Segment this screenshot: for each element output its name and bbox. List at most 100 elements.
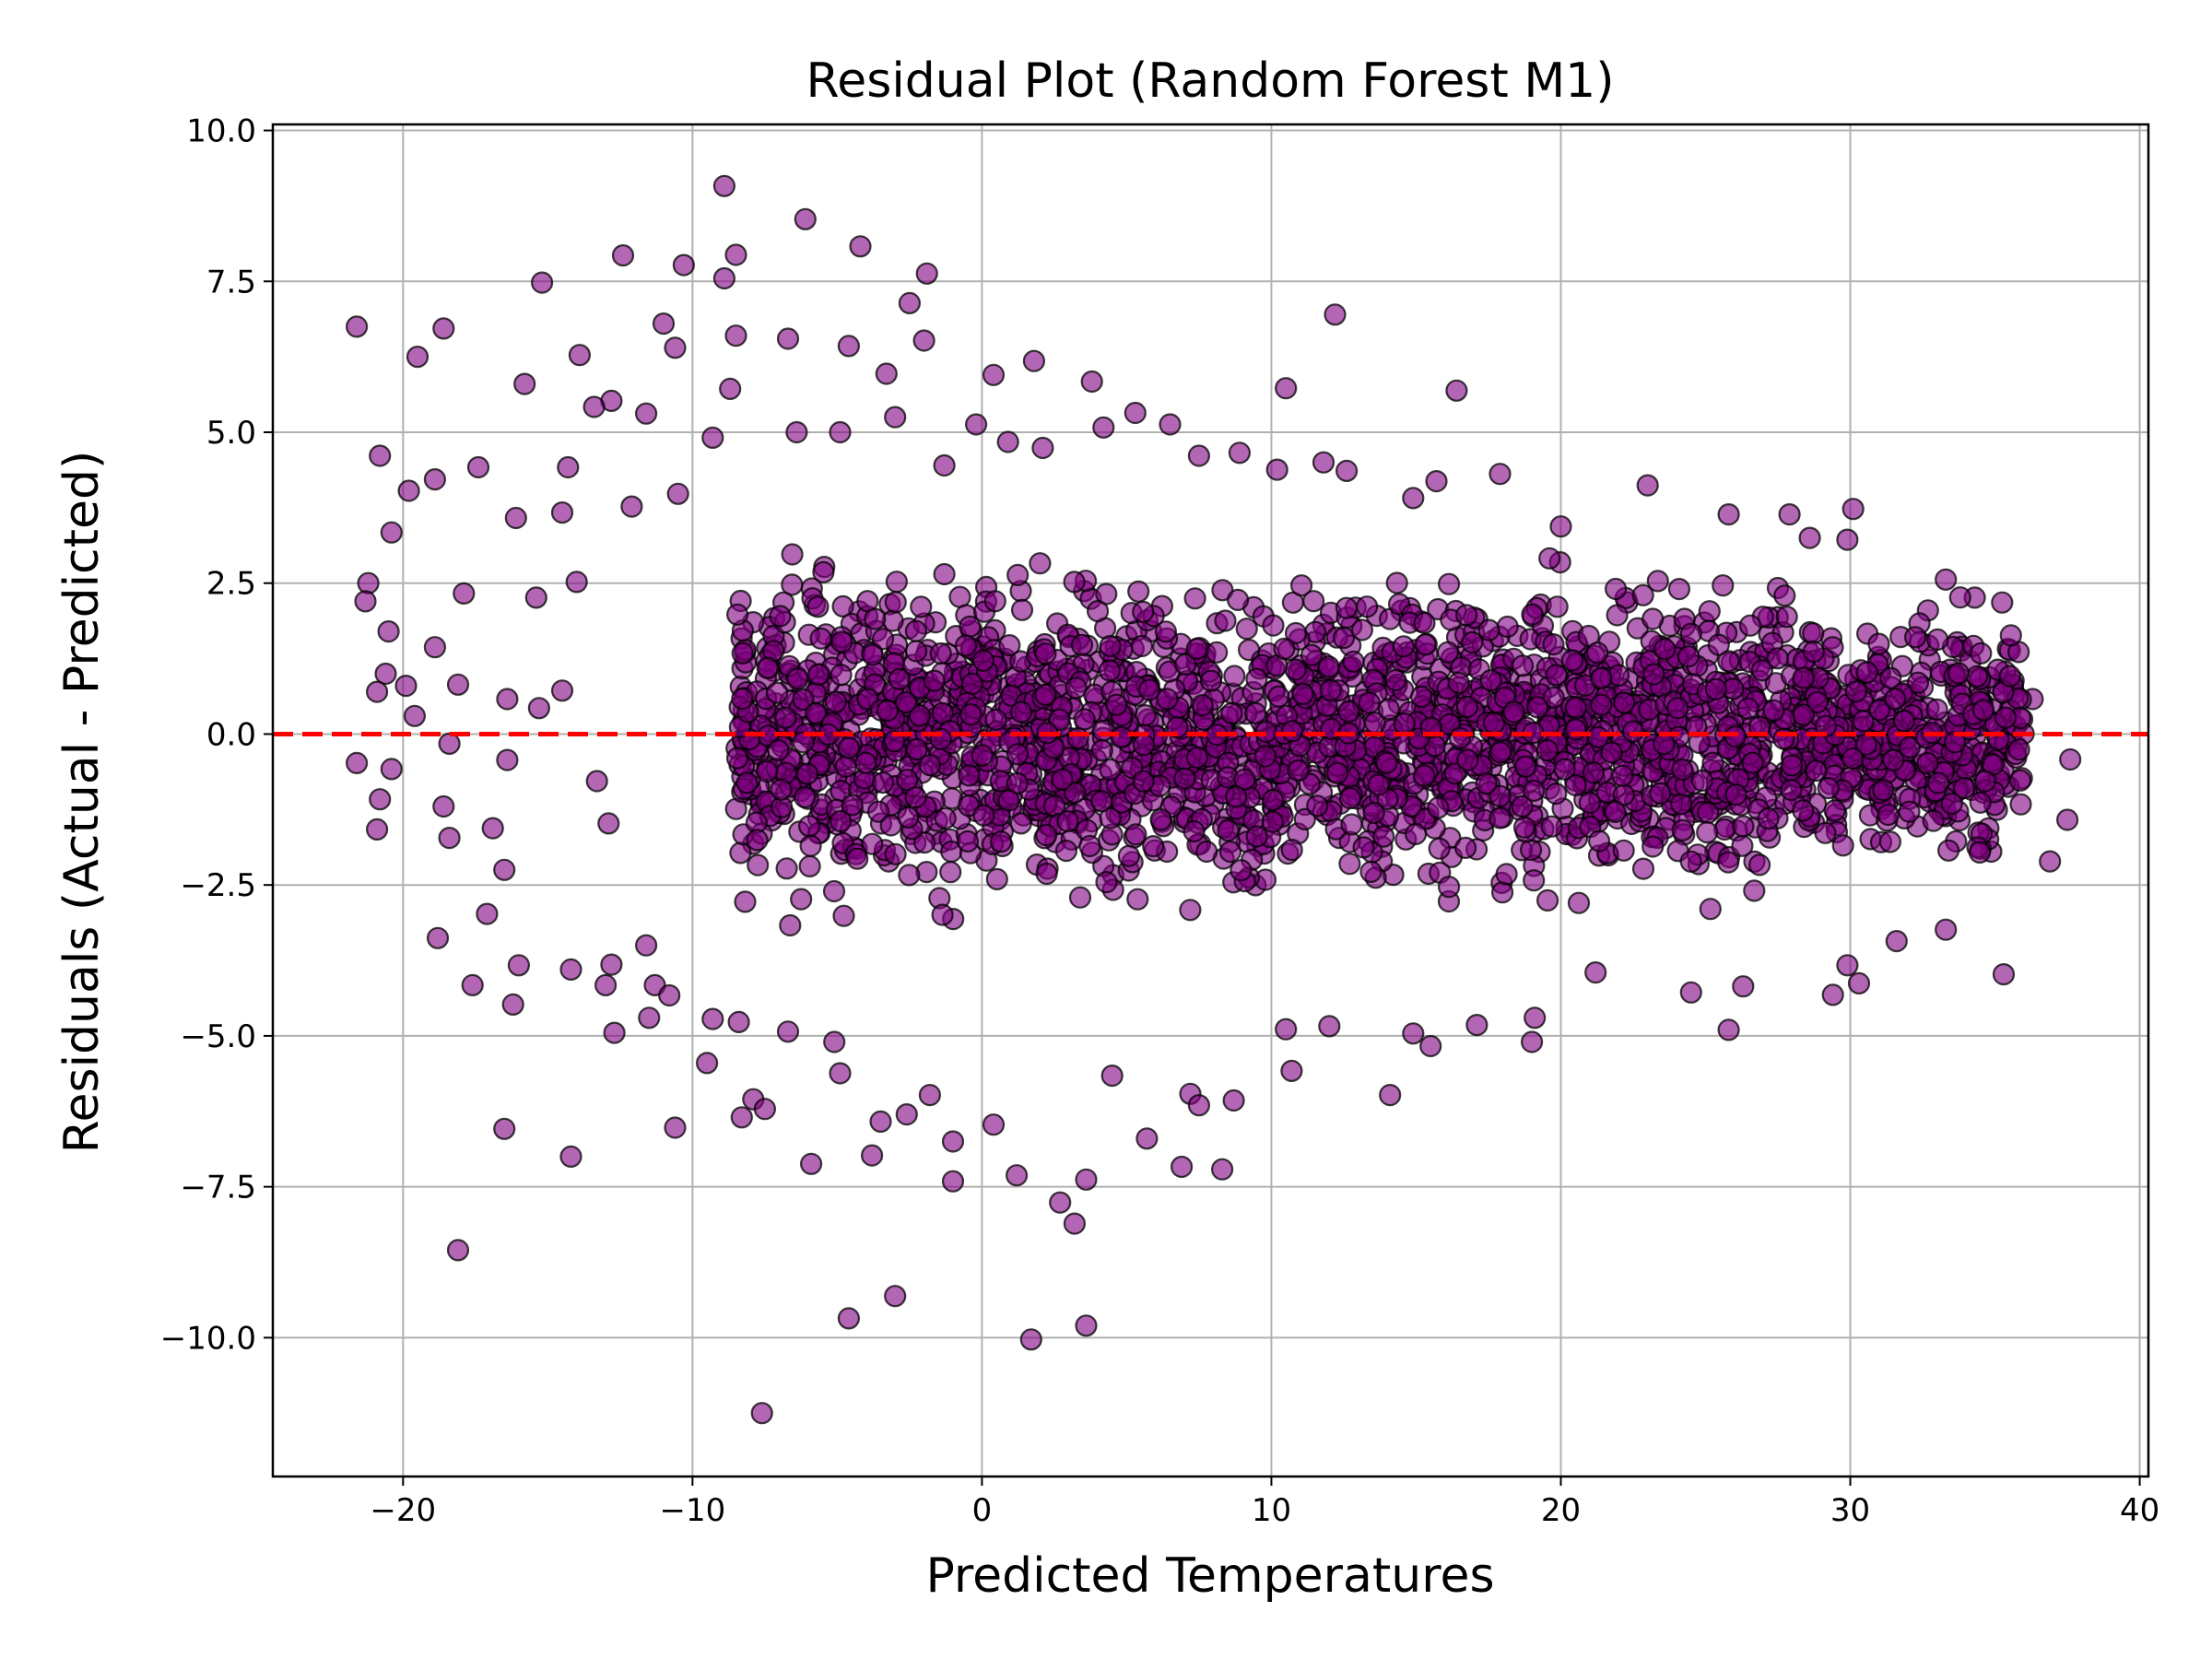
- data-point: [346, 751, 369, 775]
- data-point: [1253, 745, 1277, 768]
- data-point: [1335, 459, 1359, 482]
- data-point: [1384, 668, 1407, 692]
- data-point: [1898, 735, 1922, 759]
- data-point: [1425, 469, 1448, 493]
- data-point: [1732, 975, 1755, 998]
- data-point: [905, 737, 928, 761]
- data-point: [1214, 609, 1237, 632]
- data-point: [1935, 918, 1958, 941]
- data-point: [1855, 661, 1878, 684]
- data-point: [1878, 830, 1901, 853]
- data-point: [1455, 695, 1479, 719]
- data-point: [1477, 618, 1500, 641]
- data-point: [377, 619, 400, 643]
- data-point: [1448, 726, 1472, 750]
- data-point: [910, 595, 933, 618]
- data-point: [884, 1285, 907, 1308]
- data-point: [1666, 697, 1689, 720]
- data-point: [756, 656, 779, 679]
- data-point: [904, 640, 928, 663]
- data-point: [876, 699, 900, 723]
- data-point: [1404, 822, 1428, 846]
- data-point: [1319, 678, 1342, 702]
- data-point: [1966, 665, 1989, 688]
- data-point: [727, 1010, 750, 1034]
- data-point: [898, 291, 922, 314]
- data-point: [1649, 782, 1672, 805]
- data-point: [565, 571, 588, 594]
- data-point: [1898, 800, 1921, 823]
- data-point: [1275, 1018, 1298, 1041]
- data-point: [790, 888, 813, 911]
- data-point: [1359, 860, 1382, 884]
- data-point: [712, 266, 736, 290]
- data-point: [933, 562, 956, 586]
- data-point: [2056, 808, 2079, 831]
- data-point: [1653, 638, 1677, 661]
- x-tick-label: 20: [1541, 1492, 1581, 1529]
- data-point: [1521, 603, 1544, 626]
- data-point: [1823, 799, 1846, 822]
- data-point: [585, 770, 608, 793]
- data-point: [1099, 634, 1122, 658]
- data-point: [1549, 515, 1572, 538]
- data-point: [1110, 725, 1133, 748]
- data-point: [1669, 793, 1693, 816]
- data-point: [1587, 830, 1611, 853]
- data-point: [1836, 528, 1859, 551]
- data-point: [1427, 796, 1450, 819]
- data-point: [1667, 577, 1691, 601]
- data-point: [1792, 799, 1815, 822]
- data-point: [753, 1098, 777, 1121]
- data-point: [527, 697, 551, 720]
- data-point: [1488, 784, 1512, 807]
- data-point: [837, 1307, 861, 1330]
- data-point: [960, 672, 984, 696]
- data-point: [380, 521, 403, 544]
- data-point: [1063, 571, 1086, 594]
- data-point: [1590, 666, 1613, 690]
- data-point: [1775, 606, 1798, 629]
- data-point: [1342, 650, 1365, 673]
- data-point: [1991, 591, 2014, 614]
- data-point: [530, 271, 554, 294]
- data-point: [1117, 844, 1141, 867]
- data-point: [600, 953, 623, 976]
- data-point: [1054, 839, 1078, 863]
- data-point: [1482, 712, 1506, 735]
- x-tick-label: 0: [972, 1492, 993, 1529]
- data-point: [1704, 677, 1727, 700]
- data-point: [1567, 891, 1591, 914]
- data-point: [1578, 791, 1601, 815]
- data-point: [1488, 463, 1512, 486]
- data-point: [829, 1062, 852, 1085]
- data-point: [1393, 712, 1416, 735]
- data-point: [1413, 764, 1436, 787]
- data-point: [501, 993, 524, 1017]
- data-point: [915, 262, 938, 285]
- data-point: [1679, 981, 1702, 1004]
- data-point: [476, 902, 499, 925]
- data-point: [664, 1116, 687, 1139]
- data-point: [1679, 622, 1702, 645]
- data-point: [1545, 782, 1568, 806]
- data-point: [1535, 888, 1559, 912]
- data-point: [1029, 552, 1052, 575]
- data-point: [959, 703, 982, 726]
- data-point: [1132, 770, 1155, 793]
- x-axis-title: Predicted Temperatures: [925, 1548, 1494, 1604]
- data-point: [1671, 818, 1694, 841]
- data-point: [1350, 618, 1374, 641]
- data-point: [1436, 641, 1460, 664]
- data-point: [1738, 614, 1762, 637]
- data-point: [1051, 768, 1074, 791]
- data-point: [785, 420, 808, 444]
- data-point: [755, 759, 779, 783]
- data-point: [1731, 834, 1754, 857]
- data-point: [734, 890, 757, 913]
- data-point: [797, 815, 821, 838]
- data-point: [1392, 635, 1416, 658]
- data-point: [1437, 572, 1461, 595]
- data-point: [766, 681, 789, 704]
- data-point: [799, 834, 822, 857]
